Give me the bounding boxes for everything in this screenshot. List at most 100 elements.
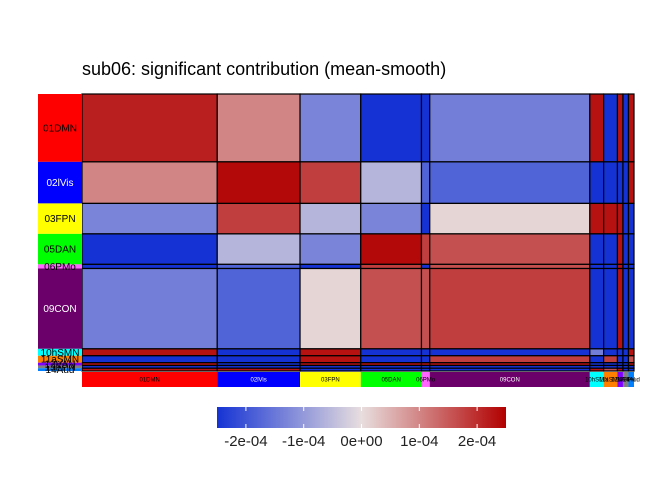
- row-label-02lVis: 02lVis: [46, 178, 73, 189]
- heatmap-cell-09CON-01DMN: [81, 267, 218, 350]
- heatmap-cell-03FPN-05DAN: [360, 202, 423, 235]
- heatmap-cell-09CON-06PMo: [420, 267, 431, 350]
- heatmap-cell-01DMN-12VAN: [616, 93, 624, 163]
- heatmap-cell-01DMN-03FPN: [299, 93, 362, 163]
- heatmap-cell-14Aud-05DAN: [360, 367, 423, 372]
- row-label-03FPN: 03FPN: [44, 214, 75, 225]
- heatmap-cell-01DMN-05DAN: [360, 93, 423, 163]
- heatmap-cell-03FPN-06PMo: [420, 202, 431, 235]
- heatmap-cell-03FPN-14Aud: [627, 202, 635, 235]
- heatmap-cell-09CON-14Aud: [627, 267, 635, 350]
- heatmap-cell-06PMo-12VAN: [616, 263, 624, 270]
- heatmap-cell-05DAN-05DAN: [360, 233, 423, 265]
- heatmap-cell-11aSMN-03FPN: [299, 355, 362, 364]
- heatmap-cell-02lVis-01DMN: [81, 161, 218, 205]
- heatmap-cell-02lVis-12VAN: [616, 161, 624, 205]
- row-label-13FPN: 13FPN: [44, 362, 75, 373]
- heatmap-cell-05DAN-09CON: [429, 233, 591, 265]
- column-label-bg-14Aud: [628, 372, 634, 387]
- column-label-06PMo: 06PMo: [416, 378, 436, 384]
- heatmap-cell-05DAN-03FPN: [299, 233, 362, 265]
- column-label-05DAN: 05DAN: [381, 378, 400, 384]
- heatmap-cell-09CON-12VAN: [616, 267, 624, 350]
- heatmap-cell-11aSMN-10hSMN: [589, 355, 605, 364]
- column-label-02lVis: 02lVis: [251, 378, 267, 384]
- heatmap-cell-01DMN-13FPN: [622, 93, 630, 163]
- colorbar-legend: -2e-04 -1e-04 0e+00 1e-04 2e-04: [217, 407, 506, 450]
- row-label-bg-14Aud: [38, 368, 82, 371]
- row-label-bg-06PMo: [38, 264, 82, 269]
- heatmap-cell-06PMo-03FPN: [299, 263, 362, 270]
- heatmap-cell-10hSMN-10hSMN: [589, 348, 605, 357]
- column-label-bg-13FPN: [622, 372, 629, 387]
- colorbar-bar: [217, 407, 506, 428]
- heatmap-cell-11aSMN-05DAN: [360, 355, 423, 364]
- column-label-bg-09CON: [429, 372, 590, 387]
- heatmap-cell-02lVis-03FPN: [299, 161, 362, 205]
- row-label-bg-03FPN: [38, 203, 82, 234]
- heatmap-cell-09CON-02lVis: [216, 267, 301, 350]
- heatmap-cell-02lVis-11aSMN: [603, 161, 619, 205]
- column-label-bg-01DMN: [82, 372, 218, 387]
- column-label-01DMN: 01DMN: [139, 378, 159, 384]
- heatmap-cell-05DAN-01DMN: [81, 233, 218, 265]
- heatmap-cell-02lVis-09CON: [429, 161, 591, 205]
- column-labels: 01DMN 02lVis 03FPN 05DAN 06PMo 09CON 10hSMN11a…: [82, 372, 640, 387]
- heatmap-cell-06PMo-14Aud: [627, 263, 635, 270]
- heatmap-cell-05DAN-02lVis: [216, 233, 301, 265]
- heatmap-cell-14Aud-06PMo: [420, 367, 431, 372]
- row-label-bg-05DAN: [38, 233, 82, 265]
- heatmap-cell-05DAN-12VAN: [616, 233, 624, 265]
- colorbar-tick-label: -2e-04: [224, 433, 267, 450]
- row-label-bg-09CON: [38, 268, 82, 349]
- heatmap-cell-03FPN-01DMN: [81, 202, 218, 235]
- chart-title: sub06: significant contribution (mean-sm…: [82, 59, 446, 79]
- heatmap-cell-02lVis-06PMo: [420, 161, 431, 205]
- colorbar-ticks: -2e-04 -1e-04 0e+00 1e-04 2e-04: [224, 407, 496, 450]
- heatmap-cell-14Aud-13FPN: [622, 367, 630, 372]
- column-label-10hSMN: 10hSMN: [585, 378, 608, 384]
- heatmap-cell-01DMN-11aSMN: [603, 93, 619, 163]
- heatmap-cell-03FPN-03FPN: [299, 202, 362, 235]
- row-label-10hSMN: 10hSMN: [41, 348, 80, 359]
- heatmap-cell-09CON-11aSMN: [603, 267, 619, 350]
- heatmap-cell-02lVis-10hSMN: [589, 161, 605, 205]
- heatmap-cell-03FPN-10hSMN: [589, 202, 605, 235]
- heatmap-cell-05DAN-10hSMN: [589, 233, 605, 265]
- row-label-bg-12VAN: [38, 362, 82, 366]
- heatmap-cell-11aSMN-14Aud: [627, 355, 635, 364]
- heatmap-cell-03FPN-02lVis: [216, 202, 301, 235]
- row-label-09CON: 09CON: [43, 304, 76, 315]
- column-label-14Aud: 14Aud: [623, 378, 640, 384]
- heatmap-cell-01DMN-09CON: [429, 93, 591, 163]
- heatmap-cell-11aSMN-11aSMN: [603, 355, 619, 364]
- row-label-bg-02lVis: [38, 161, 82, 204]
- column-label-bg-03FPN: [300, 372, 361, 387]
- heatmap-cell-10hSMN-12VAN: [616, 348, 624, 357]
- heatmap-cell-06PMo-01DMN: [81, 263, 218, 270]
- row-label-bg-10hSMN: [38, 348, 82, 356]
- column-label-bg-12VAN: [617, 372, 623, 387]
- colorbar-tick-label: 0e+00: [340, 433, 382, 450]
- heatmap-cell-10hSMN-05DAN: [360, 348, 423, 357]
- heatmap-cell-01DMN-10hSMN: [589, 93, 605, 163]
- heatmap-cell-14Aud-02lVis: [216, 367, 301, 372]
- row-label-11aSMN: 11aSMN: [41, 355, 79, 366]
- heatmap-cell-14Aud-12VAN: [616, 367, 624, 372]
- heatmap-cell-01DMN-14Aud: [627, 93, 635, 163]
- heatmap-cell-05DAN-14Aud: [627, 233, 635, 265]
- heatmap-cell-06PMo-02lVis: [216, 263, 301, 270]
- colorbar-tick-label: 2e-04: [458, 433, 496, 450]
- heatmap-cell-06PMo-06PMo: [420, 263, 431, 270]
- row-label-14Aud: 14Aud: [46, 365, 75, 376]
- heatmap-cell-03FPN-09CON: [429, 202, 591, 235]
- column-label-bg-02lVis: [217, 372, 301, 387]
- heatmap-cell-06PMo-10hSMN: [589, 263, 605, 270]
- heatmap-cell-11aSMN-01DMN: [81, 355, 218, 364]
- heatmap-cell-03FPN-11aSMN: [603, 202, 619, 235]
- column-label-11aSMN: 11aSMN: [599, 378, 622, 384]
- heatmap-cell-06PMo-09CON: [429, 263, 591, 270]
- heatmap-cell-14Aud-03FPN: [299, 367, 362, 372]
- row-label-12VAN: 12VAN: [45, 360, 76, 371]
